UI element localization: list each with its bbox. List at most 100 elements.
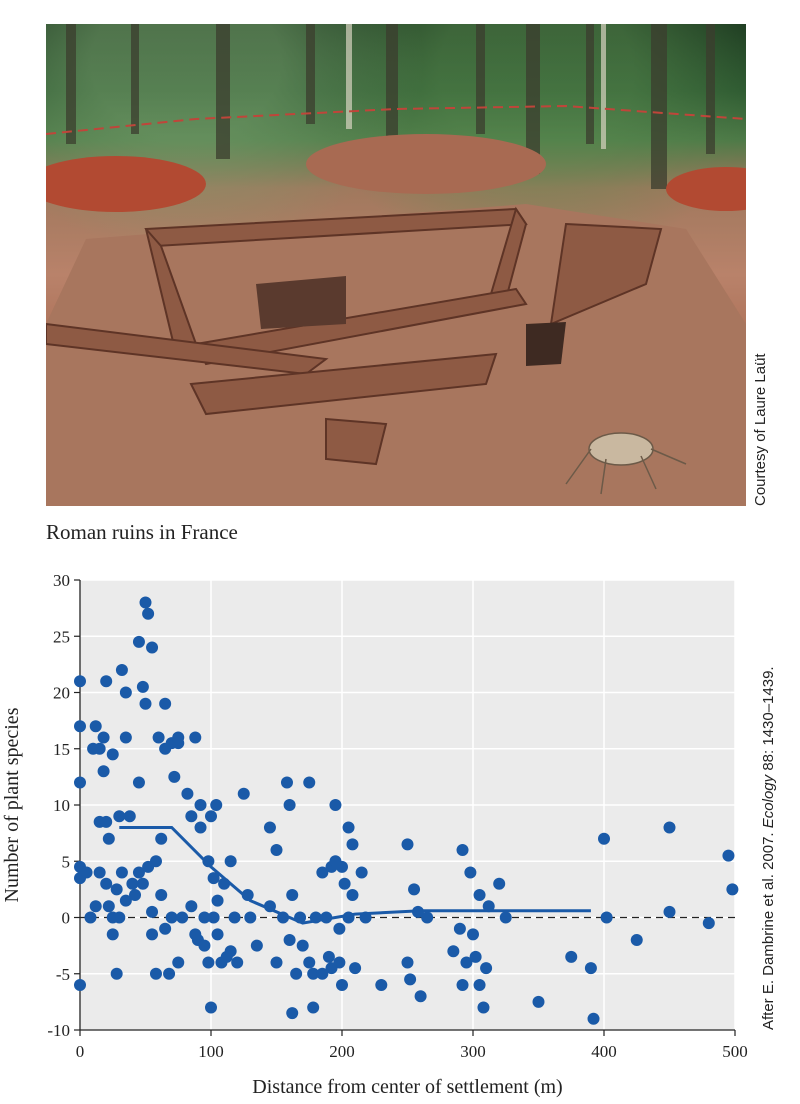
data-point (100, 675, 113, 688)
data-point (129, 889, 142, 901)
data-point (102, 832, 115, 845)
data-point (132, 635, 145, 648)
y-tick-label: 15 (53, 740, 70, 759)
data-point (333, 922, 346, 935)
data-point (132, 776, 145, 789)
data-point (210, 799, 223, 811)
data-point (159, 922, 172, 935)
data-point (307, 967, 320, 980)
data-point (630, 934, 643, 946)
source-credit: After E. Dambrine et al. 2007. Ecology 8… (760, 666, 777, 1030)
data-point (421, 911, 434, 924)
data-point (100, 815, 113, 828)
data-point (224, 945, 237, 958)
data-point (119, 894, 132, 907)
y-tick-label: 20 (53, 684, 70, 703)
data-point (132, 866, 145, 879)
data-point (414, 990, 427, 1003)
data-point (722, 849, 735, 862)
x-tick-label: 300 (460, 1042, 486, 1061)
x-tick-label: 0 (76, 1042, 85, 1061)
data-point (123, 810, 136, 823)
y-axis-ticks: -10 -5 0 5 10 15 20 25 30 (47, 571, 80, 1040)
data-point (241, 889, 254, 901)
data-point (165, 911, 178, 924)
ruins-illustration (46, 24, 746, 506)
data-point (189, 731, 202, 744)
data-point (172, 956, 185, 969)
data-point (115, 866, 128, 879)
data-point (286, 1007, 299, 1020)
data-point (329, 799, 342, 811)
y-tick-label: 10 (53, 796, 70, 815)
data-point (477, 1001, 490, 1014)
data-point (181, 787, 194, 800)
data-point (355, 866, 368, 879)
data-point (168, 770, 181, 783)
data-point (205, 1001, 217, 1014)
data-point (126, 877, 139, 890)
data-point (97, 765, 110, 778)
x-tick-label: 200 (329, 1042, 355, 1061)
plant-species-scatter-chart: 0 100 200 300 400 500 -10 -5 0 5 10 15 20 25 30 Dista… (1, 571, 748, 1098)
data-point (110, 883, 123, 896)
data-point (207, 911, 220, 924)
data-point (185, 900, 198, 913)
x-tick-label: 500 (722, 1042, 748, 1061)
data-point (93, 866, 106, 879)
data-point (663, 821, 676, 834)
data-point (211, 928, 224, 941)
data-point (231, 956, 244, 969)
data-point (155, 889, 168, 901)
data-point (149, 967, 162, 980)
data-point (467, 928, 479, 941)
data-point (110, 967, 123, 980)
y-tick-label: 25 (53, 627, 70, 646)
data-point (97, 731, 110, 744)
data-point (84, 911, 97, 924)
data-point (211, 894, 224, 907)
data-point (152, 731, 165, 744)
data-point (401, 838, 414, 851)
data-point (149, 855, 162, 868)
photo-credit: Courtesy of Laure Laüt (752, 353, 769, 506)
data-point (349, 962, 362, 975)
data-point (290, 967, 303, 980)
data-point (303, 776, 316, 789)
data-point (115, 664, 128, 676)
data-point (336, 979, 348, 991)
data-point (119, 731, 132, 744)
roman-ruins-photo (46, 24, 746, 506)
data-point (194, 799, 207, 811)
data-point (228, 911, 241, 924)
data-point (237, 787, 250, 800)
data-point (263, 821, 276, 834)
data-point (100, 877, 113, 890)
data-point (146, 641, 159, 654)
data-point (532, 995, 545, 1008)
data-point (155, 832, 168, 845)
data-point (587, 1012, 600, 1025)
data-point (316, 967, 329, 980)
data-point (598, 832, 610, 845)
data-point (74, 979, 86, 991)
source-credit-prefix: After E. Dambrine et al. 2007. (760, 828, 777, 1030)
y-axis-title: Number of plant species (1, 707, 23, 902)
data-point (172, 731, 185, 744)
data-point (159, 697, 172, 710)
data-point (93, 742, 106, 755)
data-point (139, 596, 152, 609)
data-point (283, 799, 296, 811)
data-point (139, 697, 152, 710)
source-credit-journal: Ecology (760, 774, 777, 829)
data-point (146, 928, 159, 941)
data-point (375, 979, 388, 991)
data-point (250, 939, 263, 952)
data-point (286, 889, 299, 901)
data-point (136, 877, 149, 890)
y-tick-label: 0 (62, 909, 71, 928)
x-axis-ticks: 0 100 200 300 400 500 (76, 1030, 748, 1061)
data-point (270, 844, 283, 856)
data-point (303, 956, 316, 969)
data-point (565, 950, 578, 963)
